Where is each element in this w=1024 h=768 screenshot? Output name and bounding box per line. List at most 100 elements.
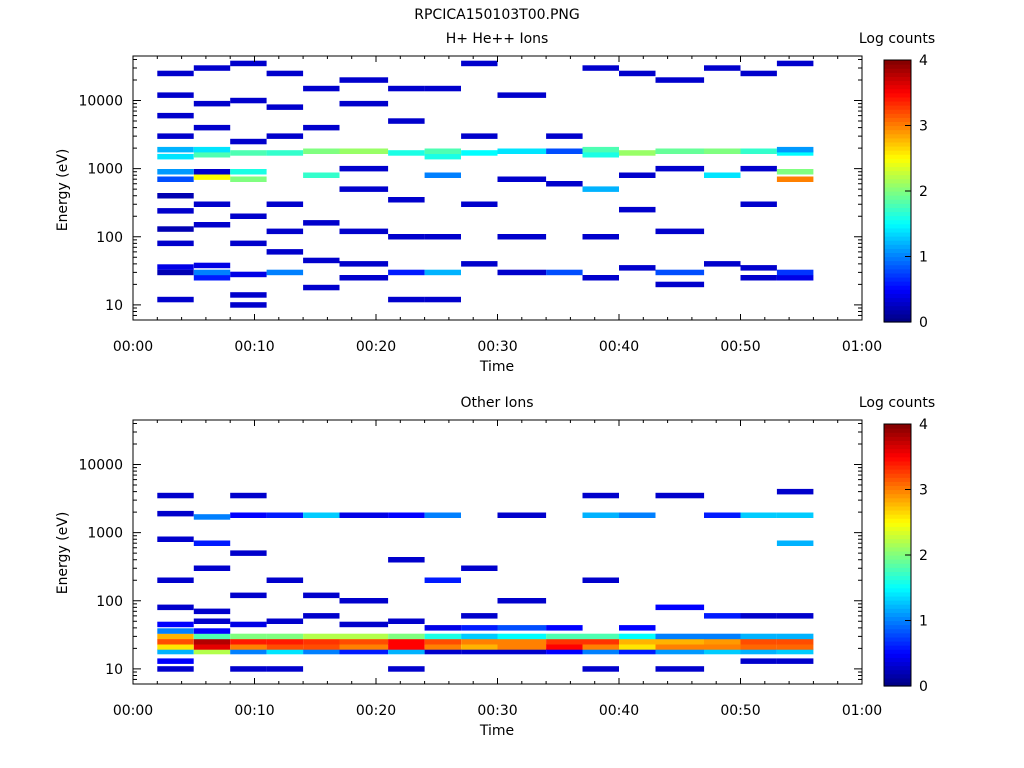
heatmap-cell <box>704 65 741 71</box>
colorbar-segment <box>884 477 911 482</box>
heatmap-cell <box>740 658 777 664</box>
heatmap-cell <box>497 92 547 98</box>
panel-title: Other Ions <box>460 395 533 411</box>
colorbar-segment <box>884 80 911 86</box>
heatmap-cell <box>193 639 231 645</box>
colorbar-tick-label: 3 <box>919 119 928 135</box>
colorbar-segment <box>884 72 911 77</box>
heatmap-cell <box>776 169 814 175</box>
heatmap-cell <box>740 265 777 271</box>
colorbar-segment <box>884 227 911 233</box>
colorbar-segment <box>884 657 911 663</box>
heatmap-cell <box>497 633 547 640</box>
colorbar-segment <box>884 317 911 323</box>
heatmap-cell <box>582 648 619 655</box>
x-tick-label: 00:10 <box>234 339 274 355</box>
heatmap-cell <box>655 77 705 83</box>
colorbar-segment <box>884 460 911 466</box>
heatmap-cell <box>619 265 656 271</box>
heatmap-cell <box>582 275 619 281</box>
colorbar-segment <box>884 600 911 605</box>
heatmap-cell <box>388 197 425 203</box>
colorbar-segment <box>884 473 911 478</box>
heatmap-cell <box>303 648 340 655</box>
colorbar-segment <box>884 158 911 163</box>
heatmap-cell <box>619 512 656 518</box>
heatmap-cell <box>655 633 705 640</box>
colorbar-segment <box>884 244 911 249</box>
heatmap-cell <box>339 621 389 628</box>
heatmap-cell <box>157 536 194 542</box>
x-tick-label: 00:10 <box>234 703 274 719</box>
heatmap-cell <box>266 228 304 235</box>
colorbar-segment <box>884 113 911 118</box>
heatmap-cell <box>193 565 231 571</box>
colorbar-segment <box>884 428 911 433</box>
heatmap-cell <box>424 85 461 92</box>
colorbar-segment <box>884 538 911 544</box>
heatmap-cell <box>546 148 583 154</box>
heatmap-cell <box>424 234 461 240</box>
colorbar-segment <box>884 137 911 143</box>
heatmap-cell <box>424 172 461 178</box>
heatmap-cell <box>776 150 814 156</box>
heatmap-cell <box>193 146 231 153</box>
heatmap-cell <box>546 133 583 139</box>
heatmap-cell <box>157 153 194 160</box>
colorbar-tick-label: 1 <box>919 250 928 266</box>
heatmap-cell <box>461 639 498 645</box>
x-tick-label: 01:00 <box>842 703 882 719</box>
heatmap-cell <box>388 644 425 650</box>
colorbar-segment <box>884 166 911 172</box>
heatmap-cell <box>388 648 425 655</box>
heatmap-cell <box>230 240 267 247</box>
heatmap-cell <box>619 70 656 77</box>
colorbar-tick-label: 0 <box>919 679 928 695</box>
heatmap-cell <box>303 644 340 650</box>
colorbar-segment <box>884 452 911 458</box>
heatmap-cell <box>266 666 304 672</box>
heatmap-cell <box>424 639 461 645</box>
heatmap-cell <box>546 625 583 631</box>
heatmap-cell <box>157 639 194 645</box>
heatmap-cell <box>230 512 267 518</box>
heatmap-cell <box>582 644 619 650</box>
heatmap-cell <box>497 269 547 276</box>
x-axis-label: Time <box>479 359 514 375</box>
heatmap-cell <box>230 666 267 672</box>
heatmap-cell <box>303 85 340 92</box>
heatmap-cell <box>193 540 231 546</box>
heatmap-cell <box>266 512 304 518</box>
heatmap-cell <box>388 118 425 124</box>
colorbar-segment <box>884 587 911 593</box>
y-tick-label: 10 <box>105 298 123 314</box>
colorbar-tick-label: 4 <box>919 417 928 433</box>
x-axis-label: Time <box>479 723 514 739</box>
heatmap-cell <box>303 639 340 645</box>
colorbar-segment <box>884 285 911 290</box>
heatmap-cell <box>266 269 304 276</box>
heatmap-cell <box>193 514 231 520</box>
heatmap-cell <box>193 174 231 180</box>
heatmap-cell <box>157 510 194 517</box>
colorbar-segment <box>884 313 911 319</box>
heatmap-cell <box>266 639 304 645</box>
colorbar-segment <box>884 170 911 176</box>
heatmap-cell <box>740 148 777 154</box>
heatmap-cell <box>776 269 814 276</box>
colorbar-segment <box>884 673 911 679</box>
heatmap-cell <box>230 633 267 640</box>
heatmap-cell <box>266 249 304 255</box>
heatmap-cell <box>497 639 547 645</box>
colorbar-segment <box>884 522 911 527</box>
heatmap-cell <box>157 169 194 175</box>
heatmap-cell <box>193 275 231 281</box>
heatmap-cell <box>546 633 583 640</box>
heatmap-cell <box>266 133 304 139</box>
colorbar-segment <box>884 260 911 266</box>
heatmap-cell <box>388 269 425 276</box>
heatmap-cell <box>339 165 389 172</box>
heatmap-cell <box>157 577 194 583</box>
colorbar-segment <box>884 559 911 564</box>
